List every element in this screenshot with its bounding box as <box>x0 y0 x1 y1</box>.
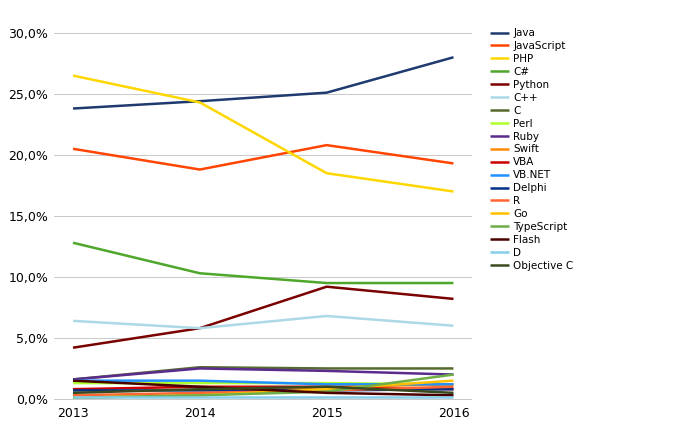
Line: TypeScript: TypeScript <box>73 375 454 398</box>
VB.NET <box>323 382 331 387</box>
TypeScript <box>69 395 77 401</box>
Flash <box>196 384 204 389</box>
Flash <box>323 390 331 396</box>
Go <box>69 395 77 401</box>
D <box>450 394 458 399</box>
VB.NET <box>69 378 77 383</box>
Line: C: C <box>73 367 454 380</box>
D <box>196 394 204 399</box>
Line: Swift: Swift <box>73 384 454 398</box>
Ruby <box>69 377 77 382</box>
Perl <box>196 380 204 386</box>
Ruby <box>450 372 458 377</box>
C# <box>69 240 77 245</box>
C <box>196 364 204 370</box>
JavaScript <box>69 146 77 152</box>
VBA <box>196 384 204 389</box>
Perl <box>323 380 331 386</box>
Perl <box>450 382 458 387</box>
C# <box>323 281 331 286</box>
Perl <box>69 380 77 386</box>
TypeScript <box>323 389 331 394</box>
D <box>323 394 331 399</box>
Go <box>323 387 331 392</box>
Objective C <box>69 390 77 396</box>
C++ <box>196 326 204 331</box>
Line: Perl: Perl <box>73 383 454 384</box>
TypeScript <box>196 392 204 398</box>
D <box>69 394 77 399</box>
C <box>323 366 331 371</box>
JavaScript <box>450 161 458 166</box>
VBA <box>323 384 331 389</box>
Java <box>323 90 331 95</box>
Objective C <box>323 384 331 389</box>
Legend: Java, JavaScript, PHP, C#, Python, C++, C, Perl, Ruby, Swift, VBA, VB.NET, Delph: Java, JavaScript, PHP, C#, Python, C++, … <box>490 28 574 271</box>
VBA <box>69 387 77 392</box>
Swift <box>450 382 458 387</box>
Line: Java: Java <box>73 57 454 108</box>
Python <box>323 284 331 289</box>
C++ <box>450 323 458 328</box>
R <box>196 390 204 396</box>
Ruby <box>323 368 331 374</box>
PHP <box>450 189 458 194</box>
Delphi <box>323 388 331 393</box>
Line: VBA: VBA <box>73 387 454 389</box>
JavaScript <box>323 142 331 148</box>
Go <box>450 378 458 383</box>
Line: R: R <box>73 387 454 395</box>
R <box>450 384 458 389</box>
VB.NET <box>196 378 204 383</box>
Java <box>450 54 458 60</box>
R <box>323 388 331 393</box>
R <box>69 392 77 398</box>
Java <box>69 106 77 111</box>
Line: Python: Python <box>73 287 454 348</box>
Ruby <box>196 366 204 371</box>
Python <box>69 345 77 351</box>
Python <box>450 296 458 301</box>
Line: JavaScript: JavaScript <box>73 145 454 169</box>
Line: C#: C# <box>73 243 454 283</box>
Go <box>196 392 204 398</box>
Python <box>196 326 204 331</box>
Line: Go: Go <box>73 380 454 398</box>
Delphi <box>450 387 458 392</box>
Java <box>196 99 204 104</box>
Swift <box>196 392 204 398</box>
C# <box>196 271 204 276</box>
Flash <box>450 392 458 398</box>
Delphi <box>69 388 77 393</box>
PHP <box>323 170 331 176</box>
Flash <box>69 378 77 383</box>
C++ <box>323 313 331 318</box>
PHP <box>69 73 77 78</box>
Line: VB.NET: VB.NET <box>73 380 454 384</box>
JavaScript <box>196 167 204 172</box>
Line: PHP: PHP <box>73 75 454 191</box>
Objective C <box>450 390 458 396</box>
Line: C++: C++ <box>73 316 454 328</box>
Line: Flash: Flash <box>73 380 454 395</box>
Objective C <box>196 387 204 392</box>
Line: Delphi: Delphi <box>73 389 454 390</box>
TypeScript <box>450 372 458 377</box>
Delphi <box>196 388 204 393</box>
Swift <box>69 395 77 401</box>
Line: Objective C: Objective C <box>73 387 454 393</box>
VB.NET <box>450 382 458 387</box>
Swift <box>323 384 331 389</box>
C# <box>450 281 458 286</box>
C <box>69 377 77 382</box>
C++ <box>69 318 77 323</box>
PHP <box>196 100 204 105</box>
C <box>450 366 458 371</box>
VBA <box>450 387 458 392</box>
Line: Ruby: Ruby <box>73 368 454 380</box>
